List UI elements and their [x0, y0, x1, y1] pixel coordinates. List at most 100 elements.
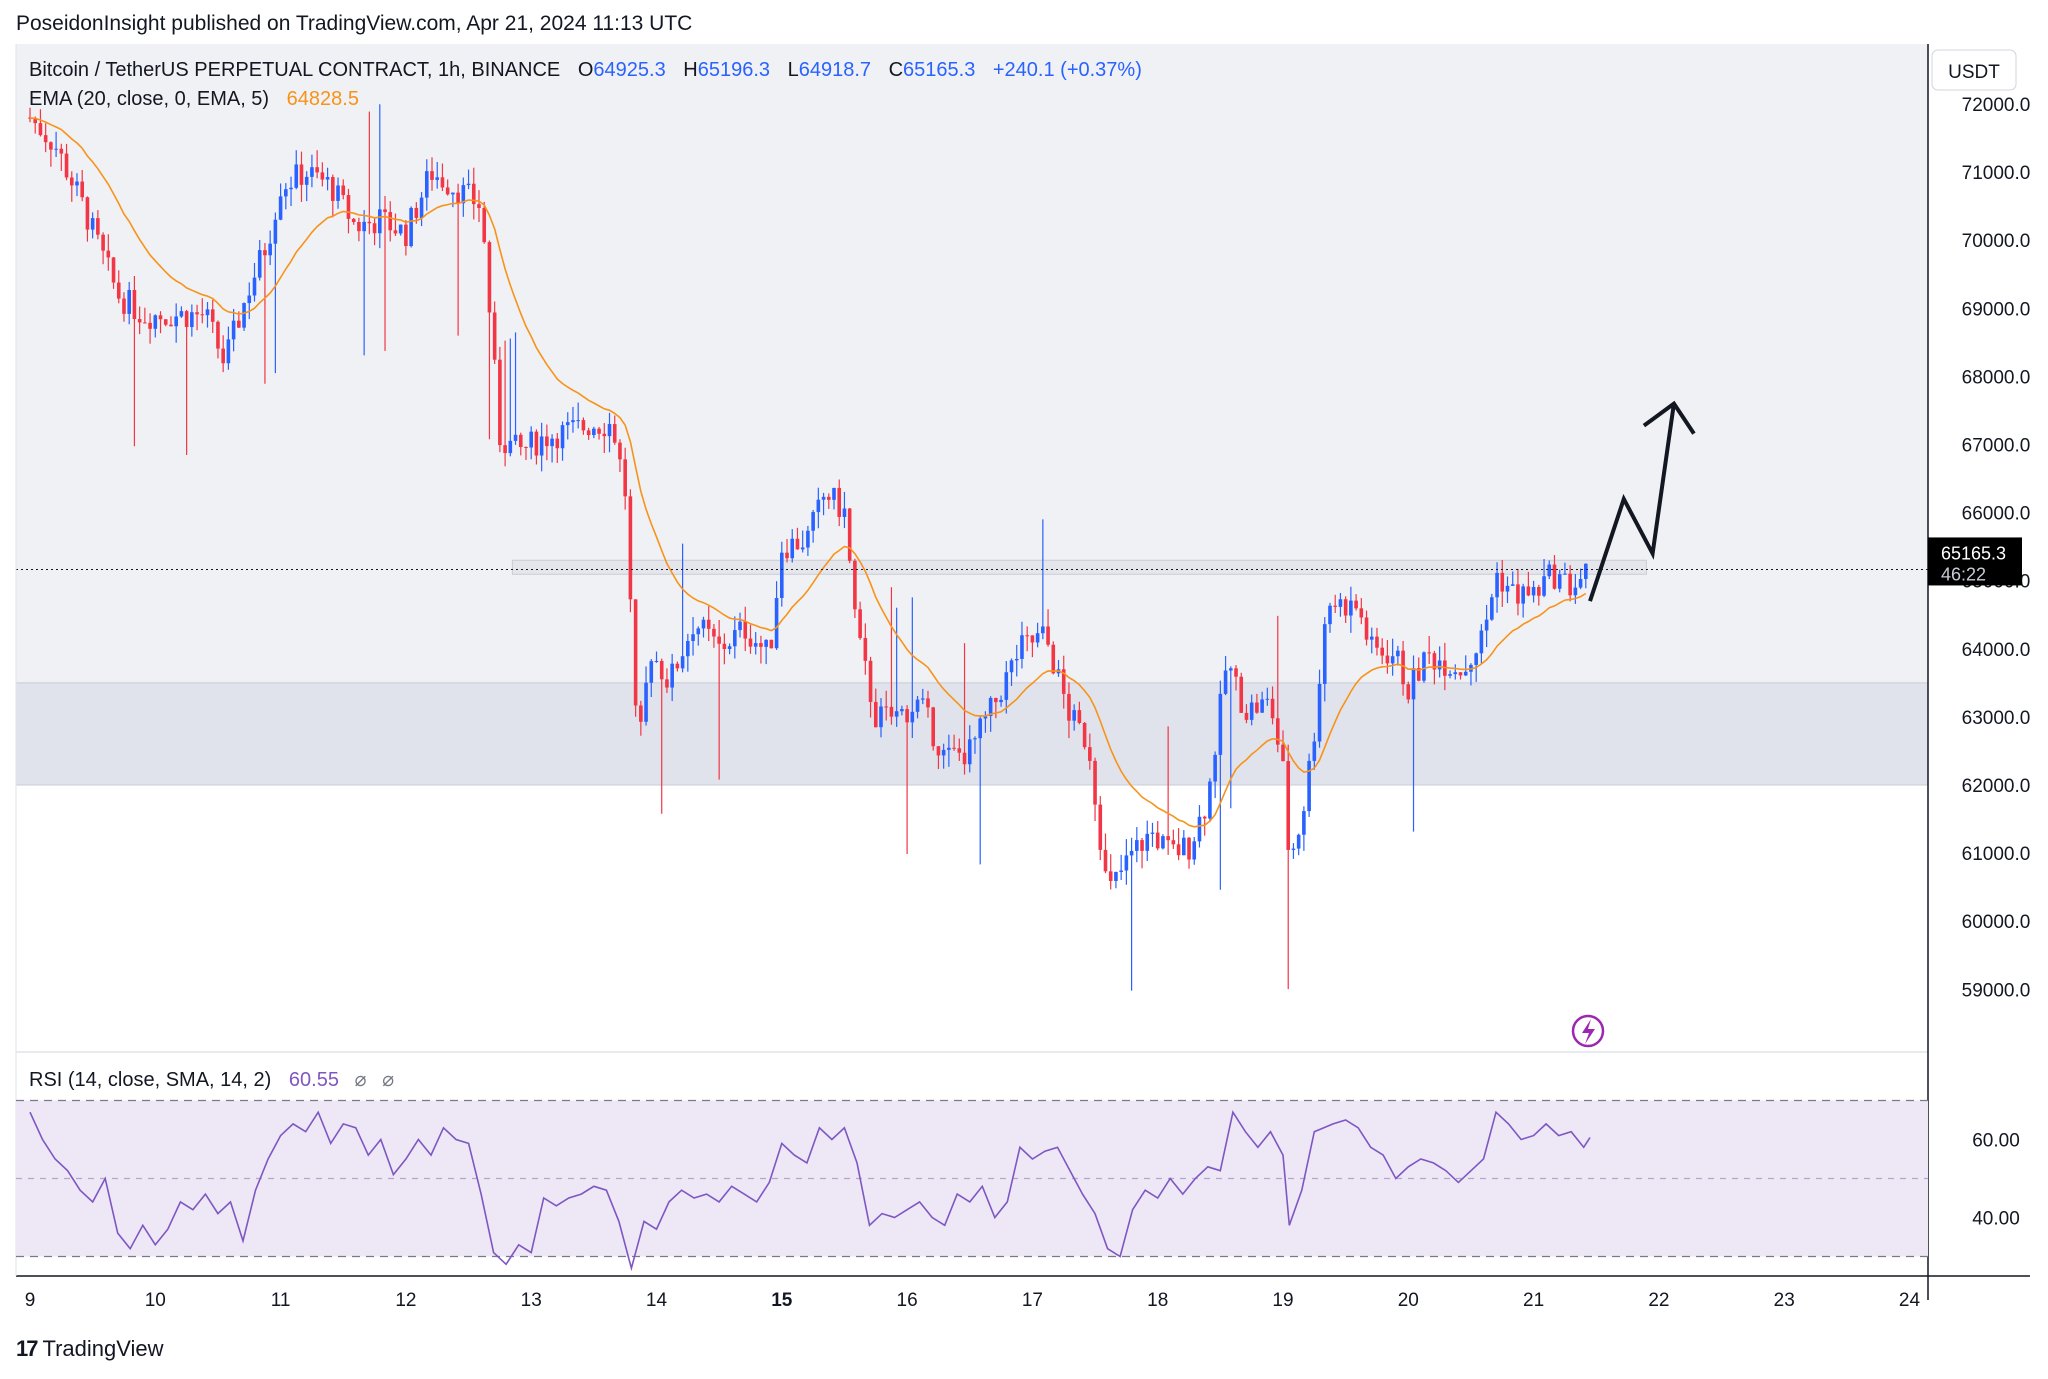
- candle-body: [592, 428, 596, 436]
- candle-body: [983, 716, 988, 719]
- candle-body: [346, 195, 351, 219]
- change-value: +240.1 (+0.37%): [993, 59, 1142, 81]
- rsi-axis[interactable]: 60.00 40.00: [1972, 1131, 2020, 1230]
- candle: [80, 169, 85, 202]
- candle-body: [534, 431, 539, 456]
- candle: [1484, 604, 1489, 648]
- candle-body: [1030, 635, 1035, 643]
- candle-body: [184, 311, 189, 328]
- candle-body: [691, 634, 695, 641]
- candle: [952, 734, 956, 751]
- candle-body: [665, 679, 669, 688]
- time-axis[interactable]: 9 10 11 12 13 14 15 16 17 18 19 20 21 22 23 24: [25, 1290, 1921, 1311]
- candle-body: [1020, 635, 1024, 659]
- candle-body: [915, 699, 920, 712]
- candle: [1255, 693, 1259, 714]
- price-tick-label: 72000.0: [1962, 95, 2031, 116]
- candle: [1463, 655, 1468, 676]
- candle-body: [1437, 660, 1442, 670]
- ema-legend[interactable]: EMA (20, close, 0, EMA, 5) 64828.5: [29, 88, 359, 110]
- price-tick-label: 63000.0: [1962, 708, 2031, 729]
- candle-body: [1281, 744, 1285, 762]
- price-tick-label: 70000.0: [1962, 231, 2031, 252]
- candle: [1369, 627, 1374, 654]
- candle-body: [419, 197, 424, 218]
- candle-body: [1025, 635, 1029, 637]
- candle: [190, 304, 194, 337]
- candle: [101, 232, 105, 265]
- candle: [336, 177, 340, 209]
- candle: [132, 275, 137, 447]
- candle: [1453, 664, 1458, 680]
- candle-body: [508, 440, 513, 454]
- candle: [743, 606, 748, 652]
- price-tick-label: 61000.0: [1962, 844, 2031, 865]
- candle: [200, 298, 205, 324]
- candle: [873, 688, 878, 728]
- candle: [973, 736, 977, 754]
- candle: [158, 311, 163, 334]
- main-legend[interactable]: Bitcoin / TetherUS PERPETUAL CONTRACT, 1…: [29, 59, 1142, 81]
- candle: [492, 301, 497, 364]
- candle-body: [513, 434, 518, 441]
- candle: [816, 487, 821, 529]
- candle-body: [1380, 647, 1384, 656]
- candle-body: [1385, 655, 1390, 664]
- candle-body: [529, 431, 533, 448]
- rsi-tick-label: 60.00: [1972, 1131, 2020, 1152]
- candle-body: [853, 560, 857, 610]
- candle: [821, 492, 826, 516]
- candle-body: [1333, 605, 1338, 607]
- candle-body: [477, 204, 481, 208]
- candle-body: [414, 207, 419, 218]
- candle-body: [440, 177, 445, 188]
- close-label: C: [889, 59, 903, 81]
- upper-shaded-area: [16, 44, 1928, 778]
- candle-body: [644, 682, 648, 722]
- candle-body: [550, 438, 554, 447]
- candle: [96, 210, 100, 240]
- candle-body: [471, 183, 476, 205]
- candle: [774, 581, 779, 650]
- currency-button[interactable]: [1931, 49, 2017, 91]
- candle: [1500, 560, 1505, 607]
- candle-body: [1563, 573, 1567, 575]
- candle: [879, 698, 883, 738]
- candle-body: [1218, 693, 1223, 755]
- candle: [962, 643, 967, 775]
- candle-body: [722, 643, 727, 650]
- candle-body: [581, 420, 586, 431]
- candle-body: [43, 135, 48, 143]
- candle-body: [1270, 698, 1275, 719]
- candle-body: [1328, 605, 1332, 625]
- candle-body: [1129, 850, 1134, 856]
- rsi-legend[interactable]: RSI (14, close, SMA, 14, 2) 60.55 ⌀ ⌀: [29, 1069, 394, 1091]
- candle-body: [539, 436, 544, 456]
- candle-body: [1166, 836, 1170, 841]
- candle: [1249, 694, 1254, 726]
- candle-body: [706, 619, 711, 629]
- lightning-icon[interactable]: [1571, 1014, 1605, 1048]
- candle: [1239, 672, 1244, 713]
- candle: [1108, 854, 1113, 890]
- candle-body: [226, 339, 231, 364]
- candle-body: [409, 207, 413, 247]
- candle-body: [821, 496, 826, 500]
- candle-body: [1077, 710, 1082, 723]
- candle: [665, 668, 669, 694]
- candle-body: [1114, 871, 1118, 881]
- candle-body: [748, 638, 753, 647]
- candle: [1228, 666, 1233, 809]
- candle: [1568, 565, 1572, 602]
- candle: [1333, 594, 1338, 614]
- candle-body: [106, 250, 111, 258]
- candle-body: [764, 639, 768, 647]
- candle-body: [143, 322, 147, 324]
- candle: [205, 302, 210, 328]
- candle: [451, 192, 455, 208]
- candle: [1286, 744, 1291, 990]
- rsi-line: [29, 1110, 1591, 1272]
- candle-body: [320, 172, 325, 180]
- candle-body: [398, 224, 403, 234]
